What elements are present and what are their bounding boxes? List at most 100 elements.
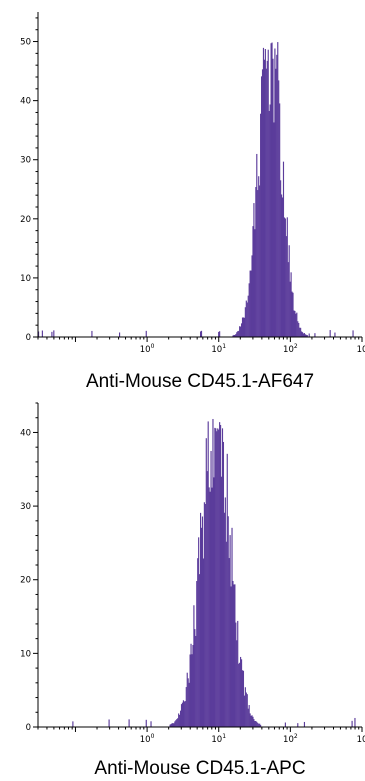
histogram-bin [169,724,171,727]
histogram-bin [196,581,198,727]
histogram-bin [245,300,247,337]
x-tick-label: 100 [140,733,155,745]
histogram-bin [254,721,256,727]
y-tick-label: 10 [20,274,31,284]
histogram-bin [217,428,219,727]
histogram-bin [242,317,245,337]
histogram-bin [232,335,234,337]
histogram-bin [212,418,214,727]
histogram-bin [284,218,286,337]
histogram-bin [287,262,289,337]
histogram-bin [254,229,256,337]
histogram-bin [223,512,225,727]
histogram-bin [145,330,147,337]
histogram-bin [72,721,74,727]
histogram-bin [197,558,199,727]
histogram-bin [242,670,245,727]
histogram-bin [128,719,130,727]
y-tick-label: 30 [20,502,31,512]
histogram-bin [314,333,316,337]
histogram-bin [183,701,185,727]
histogram-bin [282,161,285,337]
histogram-bin [354,717,356,727]
histogram-bin [200,527,203,727]
histogram-bin [240,656,242,727]
histogram-bin [249,270,251,337]
histogram-bin [249,713,251,727]
histogram-bin [207,421,209,727]
x-tick-exponent: 0 [151,343,155,350]
y-tick-label: 30 [20,156,31,166]
histogram-bin [286,217,288,337]
histogram-bin [260,113,262,337]
histogram-bin [275,68,277,337]
x-axis-label: Anti-Mouse CD45.1-AF647 [86,371,314,392]
histogram-bin [329,330,331,337]
histogram-bin [288,245,290,337]
histogram-bin [246,302,248,337]
histogram-bin [232,580,234,727]
histogram-bin [295,313,297,337]
histogram-bin [227,516,229,727]
histogram-bin [234,584,236,727]
histogram-bin [298,322,300,337]
x-axis-label: Anti-Mouse CD45.1-APC [94,758,305,779]
histogram-bin [272,58,274,338]
histogram-bin [240,326,242,337]
histogram-bin [270,43,272,338]
histogram-bin [269,104,271,338]
x-tick-base: 10 [357,735,365,745]
histogram-bin [200,330,203,337]
x-tick-label: 10 [357,345,365,355]
histogram-bin [145,719,147,727]
histogram-bin [193,605,195,727]
x-tick-label: 100 [140,343,155,355]
histogram-bin [301,332,304,337]
histogram-bin [175,720,177,727]
histogram-bin [243,317,245,337]
histogram-bin [38,331,40,337]
histogram-bin [220,476,223,727]
histogram-bars [72,418,356,727]
histogram-bin [257,722,259,727]
x-tick-label: 102 [283,343,298,355]
histogram-bin [273,122,275,338]
histogram-bin [304,334,306,337]
histogram-bin [240,659,243,727]
histogram-bin [229,535,231,727]
histogram-bin [231,527,233,727]
histogram-bin [221,428,224,727]
x-tick-label: 101 [211,733,226,745]
x-tick-base: 10 [140,735,151,745]
histogram-bin [195,635,197,727]
histogram-bin [266,60,268,338]
x-tick-base: 10 [283,735,294,745]
x-tick-label: 102 [283,733,298,745]
x-tick-exponent: 2 [294,343,298,350]
histogram-bin [277,42,279,337]
histogram-bin [213,477,215,727]
histogram-bin [186,672,188,727]
histogram-bin [233,334,235,337]
histogram-bin [306,335,308,337]
histogram-bin [252,226,254,337]
histogram-bin [119,332,121,337]
histogram-bin [234,335,236,337]
histogram-bin [182,700,184,727]
y-tick-label: 20 [20,215,31,225]
histogram-bin [174,721,176,727]
histogram-bin [239,662,241,727]
histogram-bin [259,185,261,337]
histogram-bin [308,333,310,337]
histogram-bin [264,49,266,337]
histogram-bin [293,310,295,337]
histogram-bin [250,270,252,337]
histogram-bin [210,450,212,727]
histogram-bin [235,334,237,337]
histogram-bin [201,516,204,727]
histogram-bin [276,54,278,338]
histogram-bin [179,714,181,727]
histogram-bin [178,713,180,727]
